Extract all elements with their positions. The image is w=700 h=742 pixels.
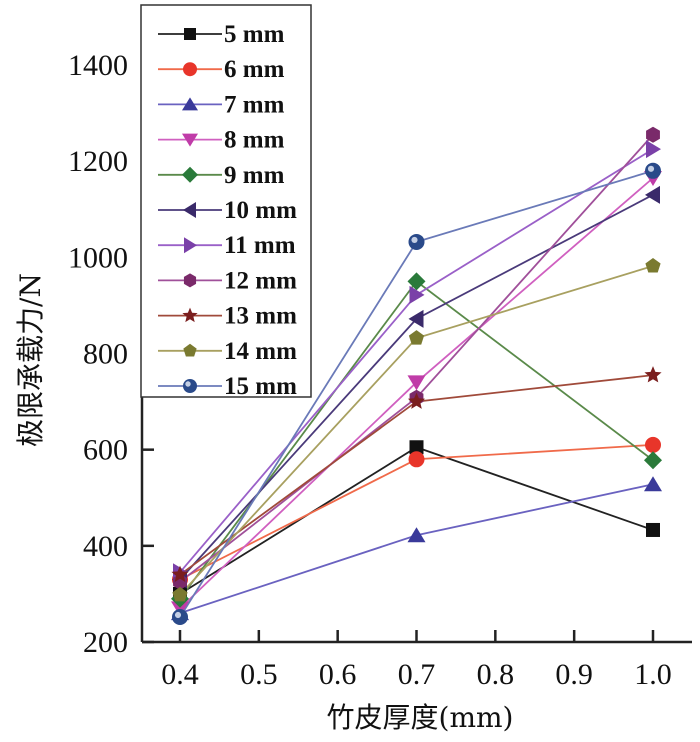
data-point-15-mm <box>172 608 188 625</box>
data-point-10-mm <box>645 185 660 204</box>
legend-label-14-mm: 14 mm <box>224 338 297 365</box>
y-tick-label: 800 <box>83 338 128 371</box>
legend-box <box>140 4 312 398</box>
data-point-13-mm <box>407 392 426 409</box>
legend-label-8-mm: 8 mm <box>224 127 285 154</box>
sphere-highlight <box>411 236 418 244</box>
data-point-15-mm <box>645 162 661 179</box>
legend-label-7-mm: 7 mm <box>224 91 285 118</box>
x-tick-label: 1.0 <box>634 658 672 691</box>
y-tick-label: 200 <box>83 626 128 659</box>
sphere-highlight <box>174 611 182 619</box>
sphere-highlight <box>647 165 655 172</box>
axes: 0.4 0.5 0.6 0.7 0.8 0.9 1.0 200 400 600 800 1000 120… <box>68 28 692 691</box>
data-point-13-mm <box>644 366 662 383</box>
legend-label-9-mm: 9 mm <box>224 162 285 189</box>
x-tick-label: 0.9 <box>555 658 593 691</box>
x-tick-label: 0.8 <box>477 658 515 691</box>
y-tick-label: 1000 <box>68 241 128 274</box>
x-tick-label: 0.7 <box>398 658 436 691</box>
legend-marker-8-mm <box>182 133 198 147</box>
data-point-8-mm <box>171 601 189 617</box>
legend: 5 mm 6 mm 7 mm 8 mm 9 mm 10 mm 11 mm 12 mm 13 mm… <box>140 4 312 400</box>
data-point-14-mm <box>172 586 188 602</box>
legend-marker-14-mm <box>183 343 197 357</box>
legend-marker-7-mm <box>182 97 198 111</box>
legend-label-11-mm: 11 mm <box>224 232 296 259</box>
data-point-5-mm <box>646 522 660 537</box>
data-point-14-mm <box>645 257 661 273</box>
data-point-5-mm <box>409 440 424 455</box>
legend-marker-5-mm <box>184 28 196 40</box>
data-point-15-mm <box>408 233 425 250</box>
series-line-5-mm <box>179 446 654 595</box>
legend-marker-9-mm <box>182 166 198 183</box>
legend-label-10-mm: 10 mm <box>224 197 297 224</box>
data-point-9-mm <box>644 451 662 470</box>
legend-marker-13-mm <box>182 307 198 323</box>
data-point-8-mm <box>407 375 426 391</box>
data-point-11-mm <box>409 285 425 304</box>
legend-marker-11-mm <box>184 237 197 254</box>
y-tick-label: 600 <box>83 434 128 467</box>
x-tick-label: 0.4 <box>161 658 199 691</box>
data-point-11-mm <box>646 140 661 159</box>
series-markers <box>171 126 662 625</box>
data-point-7-mm <box>644 476 662 492</box>
legend-label-13-mm: 13 mm <box>224 303 297 330</box>
y-tick-label: 1200 <box>68 145 128 178</box>
y-tick-label: 1400 <box>68 49 128 82</box>
data-point-7-mm <box>407 527 426 543</box>
x-tick-label: 0.5 <box>240 658 278 691</box>
x-axis-title: 竹皮厚度(mm) <box>327 701 514 734</box>
sphere-highlight <box>185 381 191 387</box>
legend-label-12-mm: 12 mm <box>224 267 297 294</box>
y-axis-title: 极限承载力/N <box>14 273 47 447</box>
data-point-13-mm <box>171 565 189 582</box>
data-point-10-mm <box>408 309 424 328</box>
data-point-6-mm <box>645 436 661 453</box>
data-point-12-mm <box>646 126 660 143</box>
data-point-9-mm <box>407 272 426 291</box>
legend-label-15-mm: 15 mm <box>224 373 297 400</box>
legend-label-5-mm: 5 mm <box>224 21 285 48</box>
legend-marker-15-mm <box>183 379 197 393</box>
legend-marker-12-mm <box>183 273 197 288</box>
legend-marker-6-mm <box>183 62 197 77</box>
x-tick-label: 0.6 <box>319 658 357 691</box>
y-tick-label: 400 <box>83 530 128 563</box>
legend-marker-10-mm <box>183 202 196 218</box>
data-point-14-mm <box>408 330 425 345</box>
data-point-6-mm <box>408 451 425 468</box>
legend-label-6-mm: 6 mm <box>224 56 285 83</box>
sphere-body <box>183 379 197 393</box>
